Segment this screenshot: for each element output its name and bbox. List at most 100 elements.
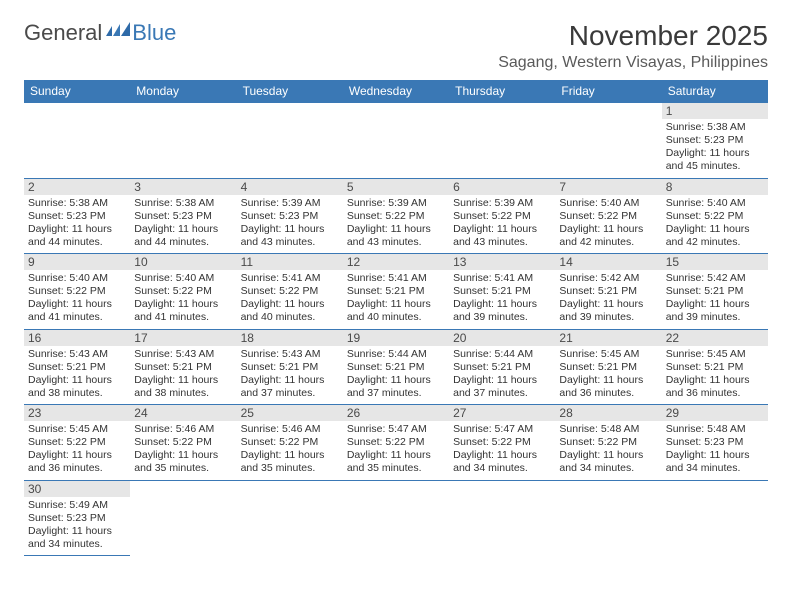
calendar-cell: 25Sunrise: 5:46 AMSunset: 5:22 PMDayligh… xyxy=(237,405,343,481)
detail-line: Sunset: 5:22 PM xyxy=(666,210,764,223)
detail-line: Daylight: 11 hours xyxy=(453,223,551,236)
calendar-cell: 27Sunrise: 5:47 AMSunset: 5:22 PMDayligh… xyxy=(449,405,555,481)
detail-line: Sunrise: 5:48 AM xyxy=(559,423,657,436)
detail-line: Sunset: 5:22 PM xyxy=(453,210,551,223)
day-details: Sunrise: 5:45 AMSunset: 5:22 PMDaylight:… xyxy=(28,423,126,476)
detail-line: Daylight: 11 hours xyxy=(347,449,445,462)
day-details: Sunrise: 5:48 AMSunset: 5:22 PMDaylight:… xyxy=(559,423,657,476)
weekday-header: Thursday xyxy=(449,80,555,103)
day-number: 6 xyxy=(449,179,555,195)
detail-line: Daylight: 11 hours xyxy=(347,223,445,236)
detail-line: Daylight: 11 hours xyxy=(28,525,126,538)
calendar-table: Sunday Monday Tuesday Wednesday Thursday… xyxy=(24,80,768,556)
detail-line: Daylight: 11 hours xyxy=(666,298,764,311)
day-details: Sunrise: 5:41 AMSunset: 5:21 PMDaylight:… xyxy=(347,272,445,325)
detail-line: Daylight: 11 hours xyxy=(241,449,339,462)
day-details: Sunrise: 5:49 AMSunset: 5:23 PMDaylight:… xyxy=(28,499,126,552)
detail-line: Sunset: 5:21 PM xyxy=(453,361,551,374)
detail-line: Sunrise: 5:39 AM xyxy=(241,197,339,210)
day-details: Sunrise: 5:41 AMSunset: 5:21 PMDaylight:… xyxy=(453,272,551,325)
calendar-row: 16Sunrise: 5:43 AMSunset: 5:21 PMDayligh… xyxy=(24,329,768,405)
calendar-cell xyxy=(555,103,661,179)
day-number: 2 xyxy=(24,179,130,195)
detail-line: and 37 minutes. xyxy=(241,387,339,400)
calendar-cell: 16Sunrise: 5:43 AMSunset: 5:21 PMDayligh… xyxy=(24,329,130,405)
detail-line: Sunset: 5:21 PM xyxy=(559,361,657,374)
detail-line: Sunset: 5:22 PM xyxy=(241,285,339,298)
calendar-cell: 26Sunrise: 5:47 AMSunset: 5:22 PMDayligh… xyxy=(343,405,449,481)
day-details: Sunrise: 5:43 AMSunset: 5:21 PMDaylight:… xyxy=(134,348,232,401)
day-number: 4 xyxy=(237,179,343,195)
calendar-row: 1Sunrise: 5:38 AMSunset: 5:23 PMDaylight… xyxy=(24,103,768,179)
calendar-cell: 18Sunrise: 5:43 AMSunset: 5:21 PMDayligh… xyxy=(237,329,343,405)
page-title: November 2025 xyxy=(498,20,768,52)
detail-line: Sunrise: 5:47 AM xyxy=(347,423,445,436)
calendar-cell xyxy=(237,103,343,179)
day-details: Sunrise: 5:38 AMSunset: 5:23 PMDaylight:… xyxy=(666,121,764,174)
detail-line: Daylight: 11 hours xyxy=(559,223,657,236)
day-details: Sunrise: 5:46 AMSunset: 5:22 PMDaylight:… xyxy=(241,423,339,476)
calendar-cell xyxy=(130,103,236,179)
detail-line: Daylight: 11 hours xyxy=(453,449,551,462)
detail-line: Sunset: 5:21 PM xyxy=(666,285,764,298)
detail-line: Sunset: 5:22 PM xyxy=(134,285,232,298)
detail-line: and 36 minutes. xyxy=(28,462,126,475)
logo: General Blue xyxy=(24,20,176,46)
detail-line: Daylight: 11 hours xyxy=(28,374,126,387)
detail-line: Sunset: 5:21 PM xyxy=(347,361,445,374)
detail-line: Daylight: 11 hours xyxy=(28,449,126,462)
detail-line: Sunrise: 5:43 AM xyxy=(134,348,232,361)
detail-line: and 38 minutes. xyxy=(134,387,232,400)
calendar-cell xyxy=(449,103,555,179)
day-number: 27 xyxy=(449,405,555,421)
day-number: 18 xyxy=(237,330,343,346)
detail-line: Sunrise: 5:40 AM xyxy=(28,272,126,285)
detail-line: Sunset: 5:21 PM xyxy=(453,285,551,298)
detail-line: and 45 minutes. xyxy=(666,160,764,173)
detail-line: Daylight: 11 hours xyxy=(241,223,339,236)
detail-line: Sunset: 5:22 PM xyxy=(347,436,445,449)
day-number: 16 xyxy=(24,330,130,346)
calendar-cell: 30Sunrise: 5:49 AMSunset: 5:23 PMDayligh… xyxy=(24,480,130,556)
day-details: Sunrise: 5:40 AMSunset: 5:22 PMDaylight:… xyxy=(28,272,126,325)
detail-line: Sunset: 5:22 PM xyxy=(241,436,339,449)
detail-line: Sunset: 5:23 PM xyxy=(28,210,126,223)
detail-line: Sunrise: 5:43 AM xyxy=(241,348,339,361)
logo-text-1: General xyxy=(24,20,102,46)
calendar-cell: 22Sunrise: 5:45 AMSunset: 5:21 PMDayligh… xyxy=(662,329,768,405)
detail-line: Sunset: 5:21 PM xyxy=(241,361,339,374)
day-number: 21 xyxy=(555,330,661,346)
calendar-cell: 11 Sunrise: 5:41 AMSunset: 5:22 PMDayligh… xyxy=(237,254,343,330)
day-number: 11 xyxy=(237,254,343,270)
detail-line: Daylight: 11 hours xyxy=(453,298,551,311)
detail-line: Sunrise: 5:41 AM xyxy=(453,272,551,285)
detail-line: and 44 minutes. xyxy=(28,236,126,249)
detail-line: Daylight: 11 hours xyxy=(28,298,126,311)
day-details: Sunrise: 5:42 AMSunset: 5:21 PMDaylight:… xyxy=(666,272,764,325)
detail-line: Daylight: 11 hours xyxy=(559,449,657,462)
weekday-header: Saturday xyxy=(662,80,768,103)
detail-line: Daylight: 11 hours xyxy=(134,298,232,311)
detail-line: Sunrise: 5:38 AM xyxy=(666,121,764,134)
detail-line: and 44 minutes. xyxy=(134,236,232,249)
day-number: 23 xyxy=(24,405,130,421)
location-subtitle: Sagang, Western Visayas, Philippines xyxy=(498,54,768,72)
calendar-row: 30Sunrise: 5:49 AMSunset: 5:23 PMDayligh… xyxy=(24,480,768,556)
detail-line: and 34 minutes. xyxy=(666,462,764,475)
detail-line: Daylight: 11 hours xyxy=(559,298,657,311)
day-number: 14 xyxy=(555,254,661,270)
calendar-cell: 12 Sunrise: 5:41 AMSunset: 5:21 PMDayligh… xyxy=(343,254,449,330)
detail-line: Sunrise: 5:44 AM xyxy=(347,348,445,361)
day-details: Sunrise: 5:41 AMSunset: 5:22 PMDaylight:… xyxy=(241,272,339,325)
day-number: 12 xyxy=(343,254,449,270)
detail-line: Daylight: 11 hours xyxy=(666,147,764,160)
calendar-cell xyxy=(343,103,449,179)
detail-line: and 42 minutes. xyxy=(666,236,764,249)
day-number: 7 xyxy=(555,179,661,195)
detail-line: and 40 minutes. xyxy=(347,311,445,324)
detail-line: Sunrise: 5:38 AM xyxy=(28,197,126,210)
detail-line: Sunrise: 5:48 AM xyxy=(666,423,764,436)
detail-line: Sunset: 5:21 PM xyxy=(347,285,445,298)
detail-line: and 35 minutes. xyxy=(347,462,445,475)
detail-line: Sunrise: 5:45 AM xyxy=(28,423,126,436)
